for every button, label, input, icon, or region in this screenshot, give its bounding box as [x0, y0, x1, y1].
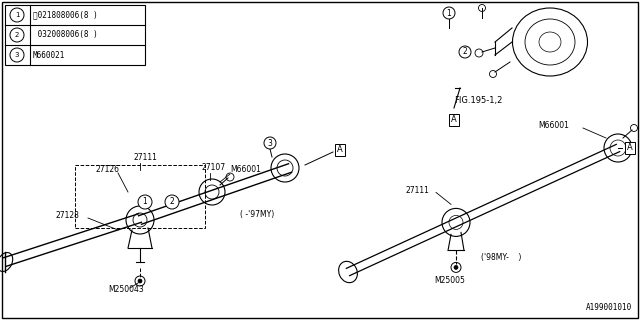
Text: A199001010: A199001010	[586, 303, 632, 313]
Text: M66001: M66001	[230, 165, 261, 174]
Text: M25005: M25005	[434, 276, 465, 285]
Text: ( -'97MY): ( -'97MY)	[240, 211, 275, 220]
Text: 3: 3	[268, 139, 273, 148]
Text: FIG.195-1,2: FIG.195-1,2	[454, 95, 502, 105]
Text: M660021: M660021	[33, 51, 65, 60]
Text: ('98MY-    ): ('98MY- )	[481, 253, 522, 262]
Bar	[75, 165, 205, 228]
Text: 2: 2	[15, 32, 19, 38]
Text: A: A	[451, 116, 457, 124]
Circle shape	[10, 8, 24, 22]
Text: 27126: 27126	[95, 165, 119, 174]
Circle shape	[459, 46, 471, 58]
Text: 2: 2	[463, 47, 467, 57]
Text: 3: 3	[15, 52, 19, 58]
Text: A: A	[627, 143, 633, 153]
Circle shape	[10, 28, 24, 42]
Circle shape	[443, 7, 455, 19]
Text: 27111: 27111	[133, 153, 157, 162]
Text: 1: 1	[447, 9, 451, 18]
Circle shape	[10, 48, 24, 62]
Circle shape	[165, 195, 179, 209]
Circle shape	[138, 279, 142, 283]
Text: 032008006(8 ): 032008006(8 )	[33, 30, 98, 39]
Bar	[5, 5, 145, 65]
Text: 27107: 27107	[202, 164, 226, 172]
Text: 27111: 27111	[406, 186, 430, 195]
Text: 1: 1	[15, 12, 19, 18]
Text: 1: 1	[143, 197, 147, 206]
Text: M66001: M66001	[538, 122, 569, 131]
Text: A: A	[337, 146, 343, 155]
Circle shape	[264, 137, 276, 149]
Text: 27128: 27128	[55, 211, 79, 220]
Circle shape	[454, 265, 458, 269]
Circle shape	[138, 195, 152, 209]
Text: 2: 2	[170, 197, 174, 206]
Text: Ⓝ021808006(8 ): Ⓝ021808006(8 )	[33, 11, 98, 20]
Text: M250043: M250043	[108, 285, 144, 294]
